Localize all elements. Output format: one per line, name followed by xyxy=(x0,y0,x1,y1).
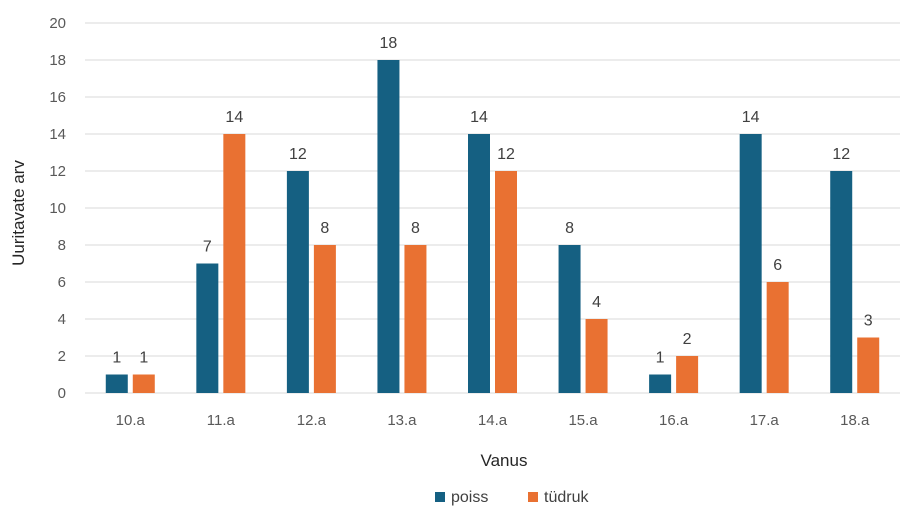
bar-poiss-17.a xyxy=(739,134,762,393)
x-tick-label: 16.a xyxy=(659,412,689,429)
bar-tüdruk-14.a xyxy=(495,171,517,393)
x-tick-label: 13.a xyxy=(387,412,417,429)
data-label: 1 xyxy=(139,350,148,367)
legend-label-tüdruk: tüdruk xyxy=(544,489,589,506)
data-label: 2 xyxy=(683,331,692,348)
data-label: 6 xyxy=(773,257,782,274)
y-tick-label: 6 xyxy=(58,274,66,291)
gridlines xyxy=(85,22,900,394)
data-label: 14 xyxy=(742,109,760,126)
data-label: 12 xyxy=(497,146,515,163)
data-label: 1 xyxy=(656,350,665,367)
x-tick-label: 12.a xyxy=(297,412,327,429)
x-tick-label: 15.a xyxy=(568,412,598,429)
data-label: 8 xyxy=(320,220,329,237)
y-tick-label: 4 xyxy=(58,311,66,328)
x-tick-label: 17.a xyxy=(750,412,780,429)
data-label: 12 xyxy=(832,146,850,163)
bar-tüdruk-10.a xyxy=(132,374,155,393)
bar-poiss-10.a xyxy=(105,374,128,393)
y-tick-label: 2 xyxy=(58,348,66,365)
bar-tüdruk-13.a xyxy=(404,245,427,393)
bar-tüdruk-17.a xyxy=(766,282,789,393)
bar-tüdruk-18.a xyxy=(857,337,880,393)
y-tick-label: 18 xyxy=(49,52,66,69)
bar-tüdruk-15.a xyxy=(585,319,608,393)
bar-poiss-18.a xyxy=(830,171,853,393)
bars xyxy=(105,60,880,393)
legend-swatch-tüdruk xyxy=(528,492,538,502)
y-tick-label: 20 xyxy=(49,15,66,32)
y-tick-label: 12 xyxy=(49,163,66,180)
legend: poiss tüdruk xyxy=(435,489,589,506)
data-label: 8 xyxy=(565,220,574,237)
x-tick-label: 10.a xyxy=(116,412,146,429)
y-tick-label: 0 xyxy=(58,385,66,402)
bar-tüdruk-12.a xyxy=(313,245,336,393)
bar-poiss-11.a xyxy=(196,263,219,393)
y-axis-title: Uuritavate arv xyxy=(9,160,28,266)
data-label: 4 xyxy=(592,294,601,311)
data-label: 1 xyxy=(112,350,121,367)
data-label: 3 xyxy=(864,313,873,330)
x-tick-label: 18.a xyxy=(840,412,870,429)
data-label: 8 xyxy=(411,220,420,237)
bar-poiss-13.a xyxy=(377,60,400,393)
bar-poiss-16.a xyxy=(649,374,672,393)
bar-tüdruk-16.a xyxy=(676,356,699,393)
bar-poiss-12.a xyxy=(286,171,309,393)
x-tick-label: 11.a xyxy=(207,412,236,429)
x-axis-title: Vanus xyxy=(481,451,528,470)
bar-poiss-14.a xyxy=(468,134,490,393)
y-axis-ticks: 0 2 4 6 8 10 12 14 16 18 20 xyxy=(49,15,66,402)
y-tick-label: 16 xyxy=(49,89,66,106)
y-tick-label: 8 xyxy=(58,237,66,254)
x-tick-label: 14.a xyxy=(478,412,508,429)
legend-label-poiss: poiss xyxy=(451,489,488,506)
data-label: 14 xyxy=(225,109,243,126)
data-label: 7 xyxy=(203,239,212,256)
data-label: 14 xyxy=(470,109,488,126)
y-tick-label: 10 xyxy=(49,200,66,217)
data-label: 18 xyxy=(380,35,398,52)
legend-swatch-poiss xyxy=(435,492,445,502)
y-tick-label: 14 xyxy=(49,126,66,143)
bar-tüdruk-11.a xyxy=(223,134,246,393)
data-label: 12 xyxy=(289,146,307,163)
bar-poiss-15.a xyxy=(558,245,581,393)
x-axis-ticks: 10.a 11.a 12.a 13.a 14.a 15.a 16.a 17.a 18.a xyxy=(116,412,870,429)
